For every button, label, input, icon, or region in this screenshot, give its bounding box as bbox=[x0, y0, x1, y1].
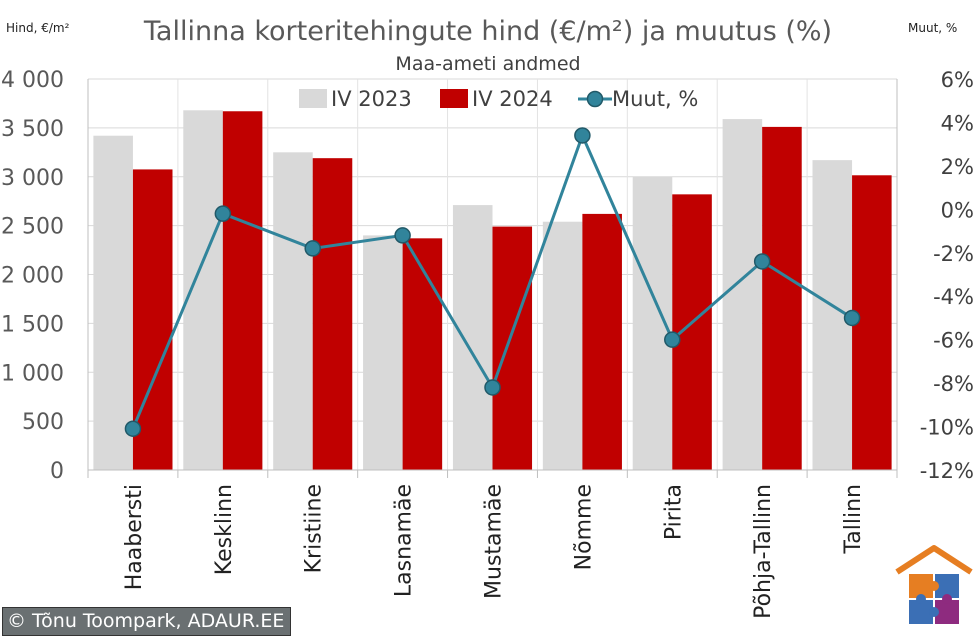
y-tick-label: 1 000 bbox=[1, 361, 64, 386]
y-tick-label: 3 000 bbox=[1, 166, 64, 191]
adaur-logo-icon bbox=[895, 545, 973, 624]
legend-label-iv-2024: IV 2024 bbox=[472, 87, 553, 111]
category-label: Nõmme bbox=[571, 484, 596, 570]
bar-iv-2024 bbox=[672, 194, 712, 470]
change-point bbox=[124, 420, 142, 437]
y2-tick-label: -12% bbox=[920, 459, 974, 483]
chart-subtitle: Maa-ameti andmed bbox=[395, 53, 580, 75]
bar-iv-2023 bbox=[542, 221, 583, 470]
y-tick-label: 0 bbox=[50, 459, 64, 484]
category-label: Mustamäe bbox=[482, 484, 507, 599]
bar-iv-2024 bbox=[402, 238, 443, 470]
legend-swatch-iv-2023 bbox=[299, 89, 327, 108]
axes bbox=[87, 79, 898, 478]
logo-knob bbox=[929, 581, 939, 591]
category-label: Põhja-Tallinn bbox=[751, 484, 776, 619]
y2-tick-label: -6% bbox=[933, 329, 974, 353]
legend-marker-change bbox=[586, 90, 604, 108]
bar-iv-2023 bbox=[452, 205, 493, 470]
y-tick-label: 2 500 bbox=[1, 215, 64, 240]
y2-tick-label: 6% bbox=[941, 68, 974, 92]
logo-knob bbox=[942, 594, 952, 604]
bar-iv-2024 bbox=[582, 213, 622, 470]
category-label: Lasnamäe bbox=[392, 484, 417, 597]
y2-axis-label: Muut, % bbox=[908, 21, 957, 35]
y2-tick-label: -4% bbox=[933, 285, 974, 309]
legend-label-change: Muut, % bbox=[612, 87, 698, 111]
category-label: Tallinn bbox=[841, 484, 866, 555]
legend-label-iv-2023: IV 2023 bbox=[331, 87, 412, 111]
category-labels: Haabersti Kesklinn Kristiine Lasnamäe Mustam… bbox=[122, 484, 866, 619]
credit-label: © Tõnu Toompark, ADAUR.EE bbox=[2, 607, 292, 636]
y-tick-label: 4 000 bbox=[1, 68, 64, 93]
y2-tick-label: 0% bbox=[941, 198, 974, 222]
bar-iv-2023 bbox=[273, 152, 313, 470]
bar-iv-2023 bbox=[93, 135, 133, 470]
category-label: Kesklinn bbox=[212, 484, 237, 575]
logo-roof bbox=[895, 545, 973, 575]
bar-iv-2023 bbox=[722, 119, 763, 470]
change-point bbox=[843, 309, 861, 327]
change-point bbox=[574, 127, 591, 144]
category-label: Haabersti bbox=[122, 484, 147, 590]
y-tick-label: 3 500 bbox=[1, 117, 64, 142]
y-tick-label: 1 500 bbox=[1, 312, 64, 337]
y2-tick-label: -10% bbox=[920, 416, 974, 440]
bar-iv-2024 bbox=[312, 158, 353, 471]
change-point bbox=[394, 227, 411, 244]
change-point bbox=[753, 253, 771, 270]
change-line bbox=[124, 127, 861, 437]
change-point bbox=[304, 240, 321, 257]
bar-iv-2024 bbox=[492, 226, 533, 470]
y-tick-label: 500 bbox=[22, 410, 64, 435]
category-label: Pirita bbox=[661, 484, 686, 540]
chart-title: Tallinna korteritehingute hind (€/m²) ja… bbox=[143, 16, 832, 47]
legend-swatch-iv-2024 bbox=[440, 89, 468, 108]
change-point bbox=[214, 205, 232, 222]
y2-tick-label: -2% bbox=[933, 242, 974, 266]
bar-iv-2023 bbox=[183, 110, 223, 470]
logo-knob bbox=[929, 607, 939, 617]
y-axis-label: Hind, €/m² bbox=[6, 21, 70, 35]
bar-iv-2023 bbox=[363, 235, 403, 470]
change-point bbox=[484, 379, 501, 396]
bar-iv-2024 bbox=[222, 111, 263, 470]
change-point bbox=[664, 331, 681, 348]
tick-labels: 0 500 1 000 1 500 2 000 2 500 3 000 3 500 4 000 -… bbox=[1, 68, 974, 484]
bar-iv-2024 bbox=[762, 126, 802, 471]
logo-knob bbox=[916, 594, 926, 604]
y2-tick-label: 2% bbox=[941, 155, 974, 179]
y2-tick-label: 4% bbox=[941, 111, 974, 135]
y2-tick-label: -8% bbox=[933, 372, 974, 396]
y-tick-label: 2 000 bbox=[1, 264, 64, 289]
bars bbox=[93, 110, 892, 471]
category-label: Kristiine bbox=[302, 484, 327, 573]
legend: IV 2023 IV 2024 Muut, % bbox=[299, 87, 698, 111]
bar-iv-2024 bbox=[132, 169, 173, 470]
